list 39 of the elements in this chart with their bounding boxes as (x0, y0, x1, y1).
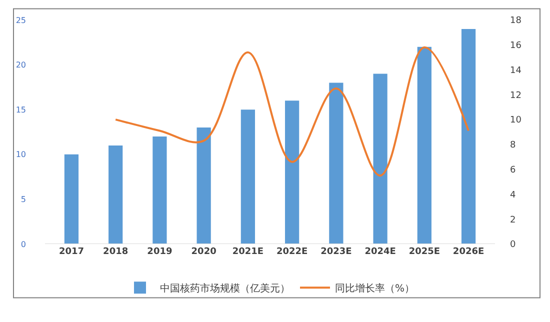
x-tick-label: 2023E (320, 247, 352, 257)
legend-label: 中国核药市场规模（亿美元） (160, 282, 290, 295)
legend-label: 同比增长率（%） (335, 282, 415, 295)
x-tick-label: 2018 (103, 247, 128, 257)
y-tick-label: 10 (16, 150, 26, 160)
x-tick-label: 2020 (191, 247, 216, 257)
y2-tick-label: 2 (510, 215, 516, 226)
x-tick-label: 2021E (232, 247, 264, 257)
y-tick-label: 25 (16, 16, 26, 25)
bar (417, 46, 432, 244)
x-tick-label: 2022E (276, 247, 308, 257)
y2-tick-label: 16 (510, 41, 522, 52)
bar (196, 128, 211, 244)
y2-tick-label: 18 (510, 16, 522, 26)
bar (108, 145, 123, 244)
bar (373, 74, 388, 244)
y2-tick-label: 0 (510, 240, 516, 250)
x-tick-label: 2024E (364, 247, 396, 257)
y2-tick-label: 10 (510, 116, 522, 126)
bar (152, 136, 167, 244)
x-tick-label: 2025E (408, 247, 440, 257)
line-series (114, 46, 470, 177)
y-tick-label: 0 (20, 240, 26, 249)
y-tick-label: 20 (16, 60, 26, 70)
x-tick-label: 2017 (58, 247, 84, 257)
x-tick-label: 2019 (147, 247, 172, 257)
bar (461, 28, 476, 244)
y2-tick-label: 8 (510, 140, 516, 151)
y2-tick-label: 14 (510, 66, 522, 76)
bar (285, 100, 300, 244)
bar (64, 154, 79, 244)
y2-tick-label: 12 (510, 90, 522, 101)
y2-tick-label: 6 (510, 165, 516, 176)
x-tick-label: 2026E (452, 247, 484, 257)
bar (240, 110, 255, 244)
y2-tick-label: 4 (510, 190, 516, 200)
y-tick-label: 5 (20, 195, 26, 204)
bar (329, 82, 344, 244)
y-tick-label: 15 (16, 105, 26, 114)
